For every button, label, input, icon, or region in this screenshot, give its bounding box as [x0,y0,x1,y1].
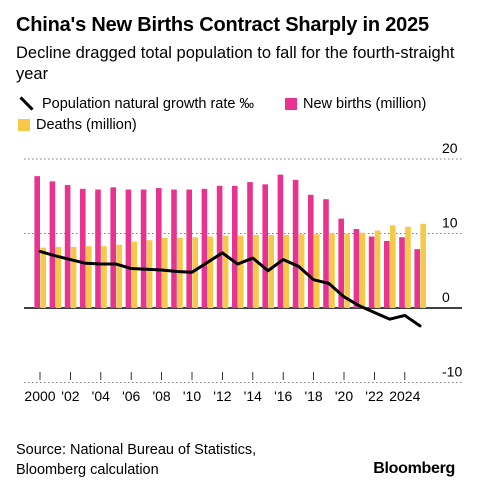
deaths-bar-2017 [298,234,305,308]
x-tick-label: '14 [244,388,262,404]
births-bar-2004 [95,189,101,308]
y-tick-label: 10 [442,215,458,231]
deaths-bar-2002 [70,246,77,308]
deaths-bar-2005 [116,244,122,308]
deaths-bar-2019 [329,233,335,308]
legend-label-growth-rate: Population natural growth rate ‰ [42,96,254,112]
births-bar-2006 [125,189,132,308]
deaths-bar-2001 [55,246,62,308]
y-tick-label: 0 [442,289,450,305]
legend-label-deaths: Deaths (million) [36,117,137,133]
deaths-bar-2008 [162,237,168,308]
y-tick-label: 20 [442,140,458,156]
chart-subtitle: Decline dragged total population to fall… [16,44,455,83]
births-bar-2013 [232,185,238,308]
x-tick-label: 2000 [24,388,55,404]
x-tick-label: '16 [274,388,292,404]
births-bar-2001 [49,181,56,308]
deaths-bar-2024 [405,226,411,308]
source-line-2: Bloomberg calculation [16,462,159,478]
deaths-bar-2004 [101,246,107,308]
births-bar-2015 [262,184,268,308]
x-tick-label: '20 [335,388,353,404]
births-bar-2023 [384,240,390,308]
x-tick-label: '10 [183,388,201,404]
deaths-bar-2000 [40,247,46,308]
births-bar-2021 [353,229,360,308]
births-bar-2016 [277,174,284,308]
births-bar-2024 [399,237,405,308]
deaths-bar-2023 [390,225,396,308]
deaths-bar-2015 [268,234,274,308]
births-bar-2000 [34,176,40,308]
deaths-bar-2012 [222,235,229,308]
x-tick-label: '02 [61,388,79,404]
births-bar-2003 [80,188,86,308]
x-tick-label: '04 [92,388,110,404]
deaths-bar-2014 [253,234,259,308]
births-bar-2012 [216,185,223,308]
x-tick-label: 2024 [389,388,420,404]
deaths-bar-2011 [207,236,214,308]
deaths-bar-2018 [314,234,320,308]
x-tick-label: '08 [152,388,170,404]
births-bar-2017 [292,179,299,308]
deaths-bar-2016 [283,234,290,308]
x-tick-label: '12 [213,388,231,404]
deaths-bar-2003 [86,246,92,308]
deaths-swatch-icon [18,119,30,131]
y-tick-label: -10 [442,364,462,380]
births-bar-2008 [156,188,162,308]
deaths-bar-2025 [420,223,426,308]
deaths-bar-2013 [238,235,244,308]
legend-item-births: New births (million) [285,96,426,112]
births-bar-2007 [140,189,147,308]
source-note: Source: National Bureau of Statistics, B… [16,440,256,480]
deaths-bar-2020 [344,233,350,308]
deaths-bar-2022 [374,230,381,308]
source-line-1: Source: National Bureau of Statistics, [16,442,257,458]
births-bar-2018 [308,194,314,308]
births-bar-2025 [414,249,420,308]
deaths-bar-2007 [146,240,153,308]
births-bar-2020 [338,218,344,308]
x-tick-label: '22 [365,388,383,404]
births-bar-2009 [171,189,177,308]
births-bar-2022 [368,236,375,308]
births-bar-2014 [247,182,253,308]
growth-rate-line [38,249,422,328]
brand-logo: Bloomberg [373,460,455,477]
x-tick-label: '06 [122,388,140,404]
deaths-bar-2021 [359,232,366,308]
chart-title: China's New Births Contract Sharply in 2… [16,14,429,36]
births-bar-2011 [201,188,208,308]
deaths-bar-2006 [131,241,138,308]
births-swatch-icon [285,98,297,110]
births-bar-2005 [110,187,116,308]
births-bar-2019 [323,199,329,308]
legend-item-deaths: Deaths (million) [18,117,137,133]
x-tick-label: '18 [304,388,322,404]
legend-item-growth-rate: Population natural growth rate ‰ [18,96,254,112]
births-bar-2010 [186,189,192,308]
legend-label-births: New births (million) [303,96,427,112]
births-bar-2002 [64,185,71,308]
deaths-bar-2010 [192,237,198,308]
